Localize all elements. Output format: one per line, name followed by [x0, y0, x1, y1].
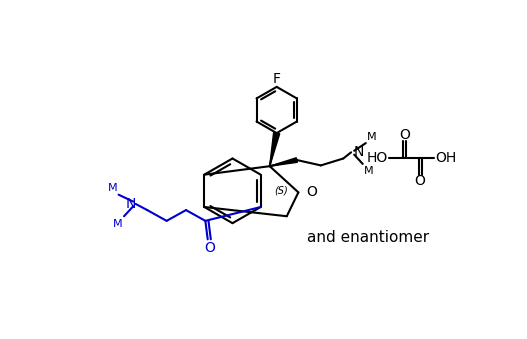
Text: O: O	[399, 127, 410, 142]
Text: and enantiomer: and enantiomer	[307, 230, 429, 244]
Text: M: M	[364, 166, 374, 176]
Text: M: M	[367, 132, 377, 142]
Text: O: O	[204, 241, 214, 255]
Polygon shape	[270, 133, 280, 166]
Text: HO: HO	[366, 151, 387, 165]
Text: F: F	[272, 72, 281, 86]
Text: N: N	[125, 197, 135, 211]
Text: OH: OH	[435, 151, 457, 165]
Text: M: M	[113, 219, 122, 228]
Text: O: O	[415, 174, 425, 188]
Polygon shape	[270, 158, 297, 166]
Text: M: M	[108, 183, 117, 193]
Text: N: N	[354, 145, 364, 159]
Text: O: O	[306, 185, 317, 199]
Text: (S): (S)	[275, 186, 288, 196]
